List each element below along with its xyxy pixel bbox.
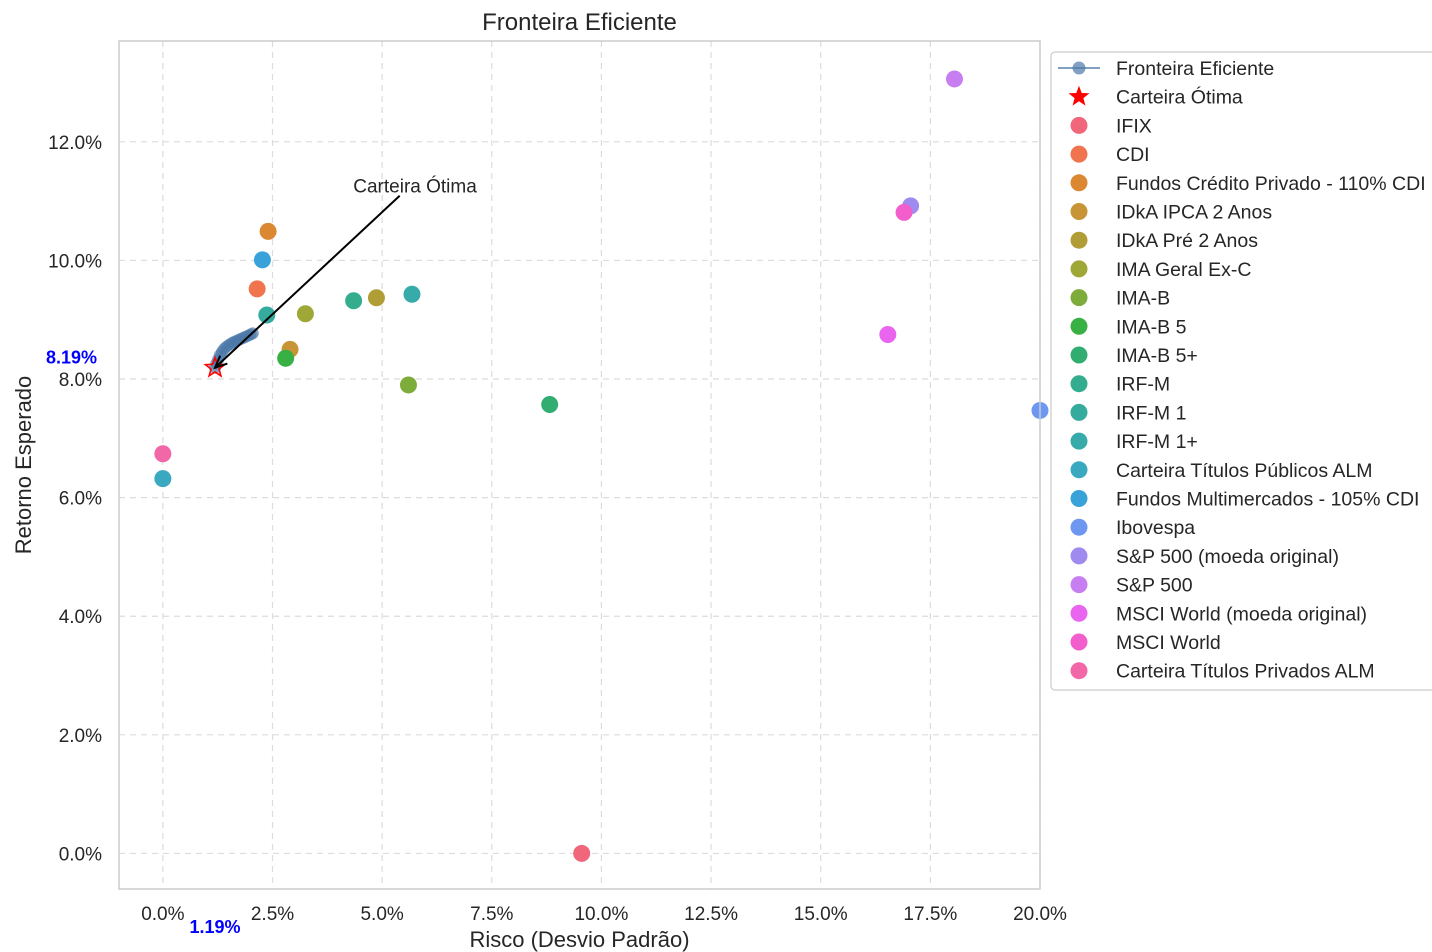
legend-label: Fundos Multimercados - 105% CDI [1116,489,1419,511]
x-tick-label: 15.0% [794,904,848,925]
legend-marker [1070,461,1088,479]
legend-optimal-star [1068,85,1090,106]
legend-marker [1070,403,1088,421]
legend-label: MSCI World [1116,632,1221,654]
x-tick-label: 7.5% [470,904,513,925]
legend-marker [1070,260,1088,278]
legend-label: IRF-M [1116,374,1170,396]
x-tick-label: 17.5% [903,904,957,925]
asset-point [573,844,591,862]
asset-point [879,326,897,344]
y-axis-title: Retorno Esperado [11,376,36,555]
chart-title: Fronteira Eficiente [482,9,677,36]
legend-label: Fundos Crédito Privado - 110% CDI [1116,173,1426,195]
asset-point [154,445,172,463]
y-tick-label: 12.0% [48,133,102,154]
legend-marker [1070,490,1088,507]
annotation: Carteira Ótima [213,175,477,370]
x-tick-label: 2.5% [251,904,294,925]
y-tick-label: 4.0% [59,607,102,628]
asset-point [259,222,277,240]
optimal-return-label: 8.19% [46,348,97,368]
x-tick-label: 5.0% [360,904,403,925]
annotation-label: Carteira Ótima [353,175,477,197]
legend-label: IMA-B 5 [1116,316,1187,338]
asset-point [403,285,421,303]
asset-points: 1.19% 8.19% [46,70,1049,937]
legend-marker [1070,576,1088,594]
legend: Fronteira Eficiente Carteira Ótima IFIX CDI… [1050,51,1432,691]
asset-point [895,203,913,221]
x-axis-title: Risco (Desvio Padrão) [469,927,689,952]
asset-point [258,306,276,324]
annotation-arrow [214,195,401,369]
legend-marker [1070,518,1088,536]
legend-marker [1070,432,1088,450]
plot-frame [118,40,1041,890]
y-tick-label: 8.0% [59,370,102,391]
legend-marker [1070,633,1088,651]
asset-point [399,376,417,394]
legend-label: S&P 500 (moeda original) [1116,546,1339,568]
legend-marker [1070,375,1088,393]
legend-label: IMA Geral Ex-C [1116,259,1251,281]
axis-ticks: 0.0% 2.5% 5.0% 7.5% 10.0% 12.5% 15.0% 17.5% 20.0… [48,133,1067,925]
legend-label: IRF-M 1 [1116,402,1186,424]
legend-label: IDkA Pré 2 Anos [1116,230,1258,252]
legend-box [1050,51,1432,691]
asset-point [541,396,559,414]
asset-point [367,289,385,307]
legend-marker [1070,317,1088,335]
legend-marker [1070,116,1088,134]
legend-marker [1070,174,1088,192]
legend-frontier-marker [1072,61,1086,75]
legend-label: IMA-B [1116,288,1170,310]
legend-marker [1070,231,1088,249]
legend-label: Carteira Títulos Públicos ALM [1116,460,1373,482]
frontier-series [209,327,259,374]
asset-point [345,292,363,310]
legend-label: Carteira Ótima [1116,86,1243,109]
legend-label: IFIX [1116,115,1152,137]
legend-marker [1070,662,1088,680]
optimal-risk-label: 1.19% [190,917,241,937]
asset-point [945,70,963,88]
legend-marker [1070,547,1088,565]
legend-label: IRF-M 1+ [1116,431,1198,453]
legend-marker [1070,145,1088,163]
legend-label: IMA-B 5+ [1116,345,1198,367]
legend-marker [1070,346,1088,364]
y-tick-label: 10.0% [48,251,102,272]
asset-point [154,470,172,488]
asset-point [248,280,266,298]
legend-marker [1070,289,1088,307]
asset-point [253,251,271,269]
legend-label: CDI [1116,144,1150,166]
legend-marker [1070,604,1088,622]
legend-label: S&P 500 [1116,575,1193,597]
legend-label: Ibovespa [1116,517,1195,539]
legend-marker [1070,203,1088,220]
legend-label: IDkA IPCA 2 Anos [1116,202,1272,224]
x-tick-label: 10.0% [574,904,628,925]
annotation-arrowhead [213,355,228,370]
legend-label: Carteira Títulos Privados ALM [1116,661,1375,683]
legend-label: Fronteira Eficiente [1116,58,1274,80]
x-tick-label: 12.5% [684,904,738,925]
x-tick-label: 0.0% [141,904,184,925]
x-tick-label: 20.0% [1013,904,1067,925]
grid-lines [119,41,1041,889]
y-tick-label: 6.0% [59,489,102,510]
asset-point [277,349,295,367]
asset-point [296,305,314,323]
y-tick-label: 2.0% [59,726,102,747]
legend-label: MSCI World (moeda original) [1116,603,1367,625]
y-tick-label: 0.0% [59,844,102,865]
